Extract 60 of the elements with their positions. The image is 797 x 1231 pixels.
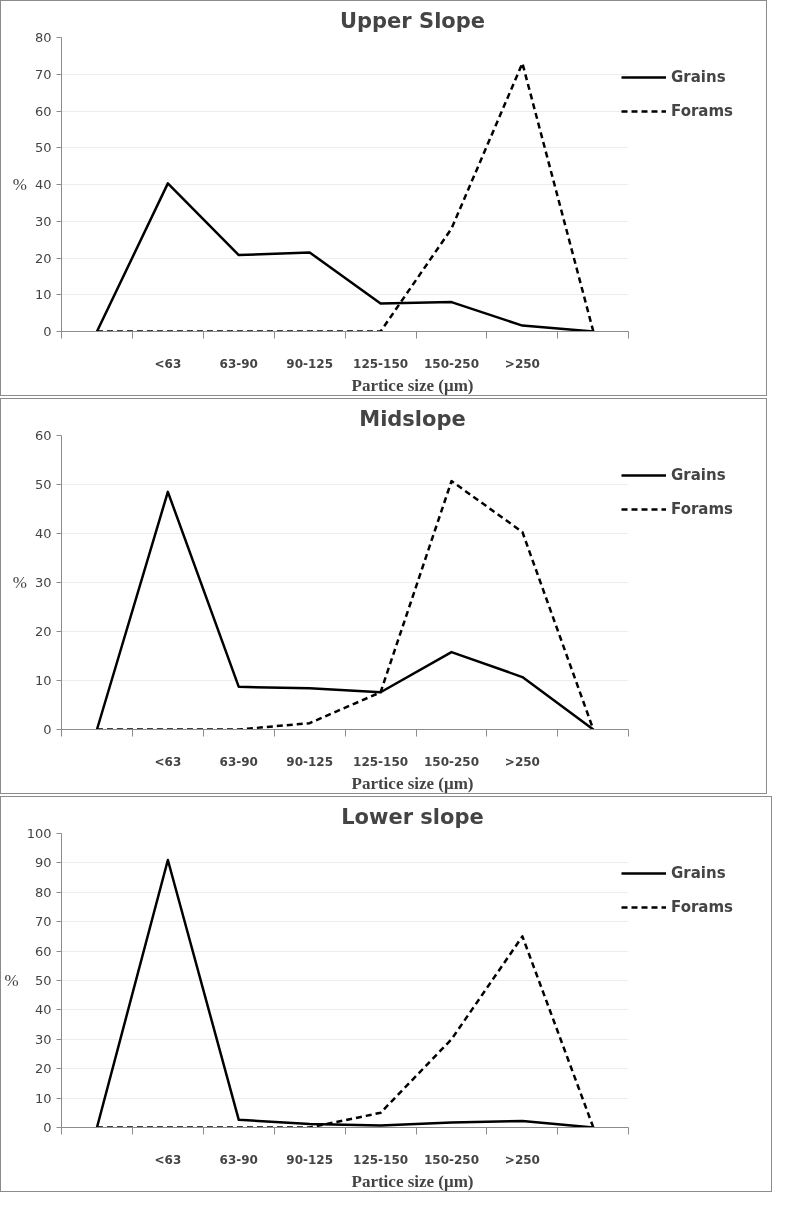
x-tick-label: <63 [154,1152,182,1167]
y-tick-label: 90 [34,855,52,871]
x-tick-label: >250 [504,1152,540,1167]
x-tick-label: 150-250 [423,356,480,371]
legend-label: Grains [671,863,726,882]
y-tick-label: 10 [34,673,52,688]
y-axis-title: % [12,175,27,194]
y-tick-label: 30 [34,1031,52,1047]
legend-label: Forams [671,101,734,120]
chart-title: Lower slope [341,804,484,829]
y-tick-label: 10 [34,287,52,303]
chart-title: Midslope [359,406,466,431]
x-axis-title: Partice size (μm) [351,1171,474,1191]
y-tick-label: 60 [34,943,52,959]
y-tick-label: 100 [26,826,52,841]
y-tick-label: 30 [34,213,52,229]
y-tick-label: 40 [34,526,52,541]
x-tick-label: 125-150 [353,356,409,371]
x-tick-label: 63-90 [219,1152,258,1167]
x-tick-label: >250 [504,356,540,371]
y-tick-label: 70 [34,914,52,930]
y-tick-label: 80 [34,30,52,45]
legend-label: Grains [671,67,726,86]
x-tick-label: <63 [154,754,182,769]
y-tick-label: 40 [34,177,52,192]
y-tick-label: 80 [34,884,52,900]
y-tick-label: 60 [34,428,52,443]
x-tick-label: <63 [154,356,182,371]
legend-label: Grains [671,465,726,484]
legend-label: Forams [671,897,734,916]
y-tick-label: 20 [34,250,52,266]
x-axis-title: Partice size (μm) [351,375,474,395]
x-tick-label: 90-125 [286,754,334,769]
x-tick-label: >250 [504,754,540,769]
y-tick-label: 60 [34,103,52,119]
y-tick-label: 40 [34,1002,52,1018]
y-tick-label: 50 [34,973,52,988]
y-tick-label: 0 [43,722,52,737]
x-tick-label: 125-150 [353,754,409,769]
y-tick-label: 50 [34,140,52,156]
y-axis-title: % [12,573,27,592]
chart-title: Upper Slope [339,8,486,33]
x-tick-label: 90-125 [286,1152,334,1167]
y-tick-label: 20 [34,1061,52,1077]
x-tick-label: 63-90 [219,754,258,769]
x-tick-label: 150-250 [423,754,480,769]
x-tick-label: 125-150 [353,1152,409,1167]
y-tick-label: 30 [34,575,52,590]
y-tick-label: 0 [43,324,52,339]
y-tick-label: 70 [34,66,52,82]
y-tick-label: 50 [34,477,52,492]
x-tick-label: 90-125 [286,356,334,371]
y-tick-label: 0 [43,1120,52,1135]
y-tick-label: 20 [34,624,52,639]
y-axis-title: % [4,971,19,990]
x-tick-label: 63-90 [219,356,258,371]
x-axis-title: Partice size (μm) [351,773,474,793]
y-tick-label: 10 [34,1090,52,1106]
legend-label: Forams [671,499,734,518]
x-tick-label: 150-250 [423,1152,480,1167]
